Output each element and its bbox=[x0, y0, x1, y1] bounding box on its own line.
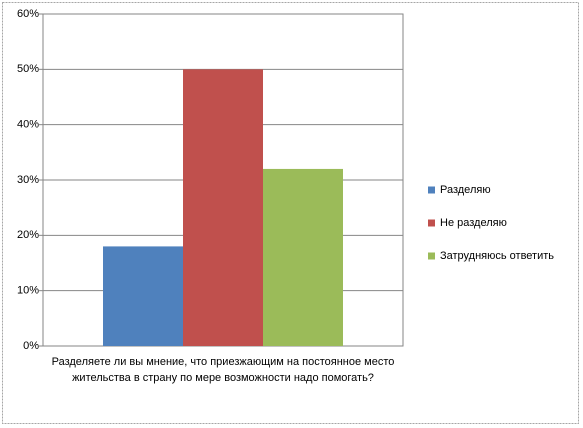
legend-swatch bbox=[428, 219, 435, 227]
bar bbox=[263, 168, 343, 346]
y-tick-label: 50% bbox=[17, 63, 39, 75]
legend-swatch bbox=[428, 186, 435, 194]
y-tick-label: 10% bbox=[17, 285, 39, 297]
y-tick-label: 40% bbox=[17, 119, 39, 131]
bar bbox=[103, 246, 183, 346]
bar bbox=[183, 69, 263, 346]
legend-label: Не разделяю bbox=[440, 217, 507, 229]
legend-label: Разделяю bbox=[440, 184, 491, 196]
legend-label: Затрудняюсь ответить bbox=[440, 250, 554, 262]
legend-swatch bbox=[428, 252, 435, 260]
y-tick-label: 0% bbox=[23, 340, 39, 352]
category-label: Разделяете ли вы мнение, что приезжающим… bbox=[51, 356, 395, 384]
y-tick-label: 60% bbox=[17, 8, 39, 20]
y-tick-label: 20% bbox=[17, 229, 39, 241]
y-tick-label: 30% bbox=[17, 174, 39, 186]
